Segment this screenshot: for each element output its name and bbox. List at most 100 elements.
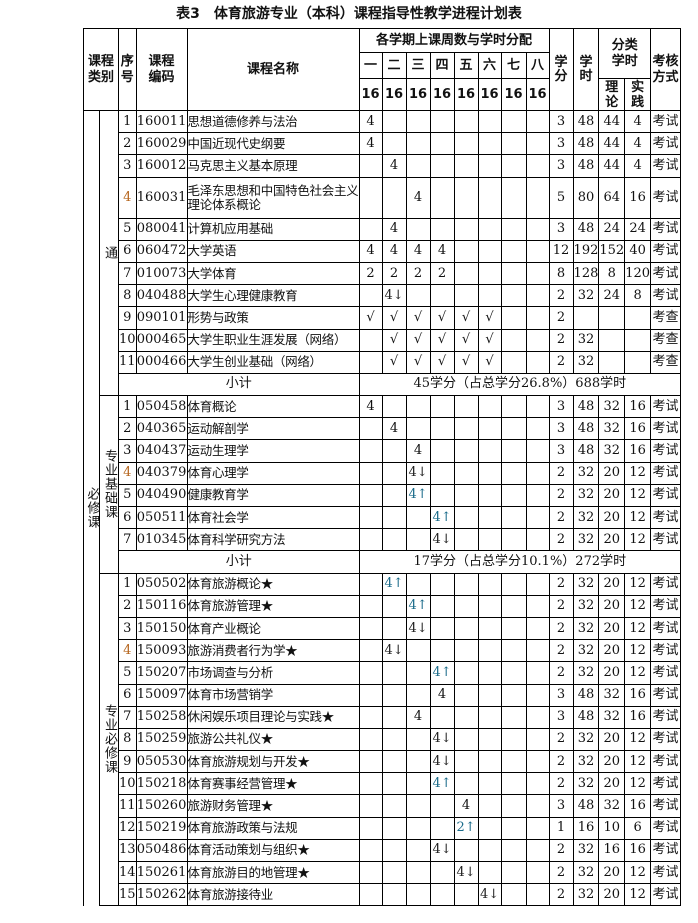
exam-cell: 考试 [650,239,682,263]
semester-cell-7 [500,461,527,485]
hours-cell: 32 [572,750,600,774]
semester-cell-2: √ [381,350,407,374]
semester-cell-5: 4↓ [453,860,479,885]
table-row: 5 080041 计算机应用基础 4 3 48 24 24 考试 [84,217,682,241]
semester-cell-3 [405,109,431,134]
semester-cell-3: 4↓ [405,616,431,641]
semester-cell-5 [453,616,479,641]
semester-cell-7 [500,727,527,752]
table-row: 3 150150 体育产业概论 4↓ 2 32 20 12 考试 [84,616,682,641]
hours-cell: 32 [572,616,600,641]
name-cell: 体育旅游概论★ [186,572,360,596]
credits-cell: 8 [548,261,574,286]
semester-cell-8 [525,395,550,419]
hours-cell: 48 [572,683,600,707]
practice-cell: 120 [624,261,652,286]
semester-cell-5 [453,461,479,485]
practice-cell: 12 [624,528,652,552]
exam-cell: 考试 [650,816,682,840]
semester-cell-4: 4↑ [429,772,455,796]
header-category: 课程类别 [83,28,119,111]
semester-cell-5: √ [453,350,479,374]
semester-cell-8 [525,461,550,485]
credits-cell: 2 [548,772,574,796]
name-cell: 体育市场营销学 [186,683,360,707]
theory-cell: 20 [598,750,626,774]
semester-cell-5 [453,439,479,463]
practice-cell: 12 [624,572,652,596]
code-cell: 090101 [135,306,188,330]
table-row: 3 160012 马克思主义基本原理 4 3 48 44 4 考试 [84,154,682,178]
semester-cell-5 [453,838,479,863]
semester-cell-5 [453,750,479,774]
seq-cell: 1 [118,109,137,134]
semester-cell-7 [500,794,527,818]
semester-cell-4 [429,176,455,219]
hours-cell: 32 [572,639,600,663]
semester-cell-5 [453,261,479,286]
semester-cell-5 [453,705,479,729]
table-row: 7 010345 体育科学研究方法 4↓ 2 32 20 12 考试 [84,528,682,552]
header-semester-1: 一 [358,52,383,79]
semester-cell-1 [358,572,383,596]
semester-cell-6 [477,639,502,663]
theory-cell: 44 [598,132,626,156]
semester-cell-2: 4 [381,154,407,178]
exam-cell: 考试 [650,860,682,885]
seq-cell: 5 [118,217,137,241]
practice-cell: 8 [624,284,652,308]
semester-cell-4 [429,483,455,508]
semester-cell-8 [525,417,550,441]
seq-cell: 8 [118,727,137,752]
seq-cell: 3 [118,616,137,641]
table-row: 5 040490 健康教育学 4↑ 2 32 20 12 考试 [84,483,682,508]
table-row: 4 150093 旅游消费者行为学★ 4↓ 2 32 20 12 考试 [84,639,682,663]
theory-cell: 32 [598,794,626,818]
code-cell: 150259 [135,727,188,752]
semester-cell-5 [453,528,479,552]
header-hour-types: 分类学时 [598,28,652,79]
semester-cell-3: 4 [405,439,431,463]
semester-cell-3 [405,528,431,552]
subtotal-row: 小计 45学分（占总学分26.8%）688学时 [84,372,682,397]
credits-cell: 3 [548,132,574,156]
curriculum-table: 课程类别 序号 课程编码 课程名称 各学期上课周数与学时分配 学分 学时 分类学… [83,28,682,907]
code-cell: 050530 [135,750,188,774]
seq-cell: 2 [118,594,137,618]
name-cell: 体育旅游目的地管理★ [186,860,360,885]
table-row: 2 160029 中国近现代史纲要 4 3 48 44 4 考试 [84,132,682,156]
subtotal-label: 小计 [118,372,360,397]
semester-cell-3: 4 [405,239,431,263]
exam-cell: 考查 [650,328,682,352]
name-cell: 体育科学研究方法 [186,528,360,552]
semester-cell-5 [453,284,479,308]
hours-cell: 48 [572,217,600,241]
code-cell: 040488 [135,284,188,308]
practice-cell: 16 [624,395,652,419]
theory-cell: 20 [598,528,626,552]
code-cell: 050511 [135,505,188,530]
semester-cell-2 [381,461,407,485]
semester-cell-8 [525,572,550,596]
credits-cell: 2 [548,350,574,374]
name-cell: 大学生职业生涯发展（网络） [186,328,360,352]
semester-cell-8 [525,261,550,286]
semester-cell-4: 4↑ [429,661,455,685]
name-cell: 旅游消费者行为学★ [186,639,360,663]
semester-cell-6 [477,838,502,863]
header-weeks-7: 16 [500,78,527,111]
semester-cell-5 [453,217,479,241]
semester-cell-2: √ [381,328,407,352]
semester-cell-4: 4↓ [429,528,455,552]
seq-cell: 4 [118,176,137,219]
semester-cell-8 [525,154,550,178]
semester-cell-2: 4 [381,217,407,241]
semester-cell-7 [500,683,527,707]
semester-cell-2 [381,505,407,530]
semester-cell-4 [429,860,455,885]
name-cell: 计算机应用基础 [186,217,360,241]
table-row: 专业基础课 1 050458 体育概论 4 3 48 32 16 考试 [84,395,682,574]
semester-cell-4 [429,154,455,178]
name-cell: 旅游公共礼仪★ [186,727,360,752]
semester-cell-7 [500,261,527,286]
